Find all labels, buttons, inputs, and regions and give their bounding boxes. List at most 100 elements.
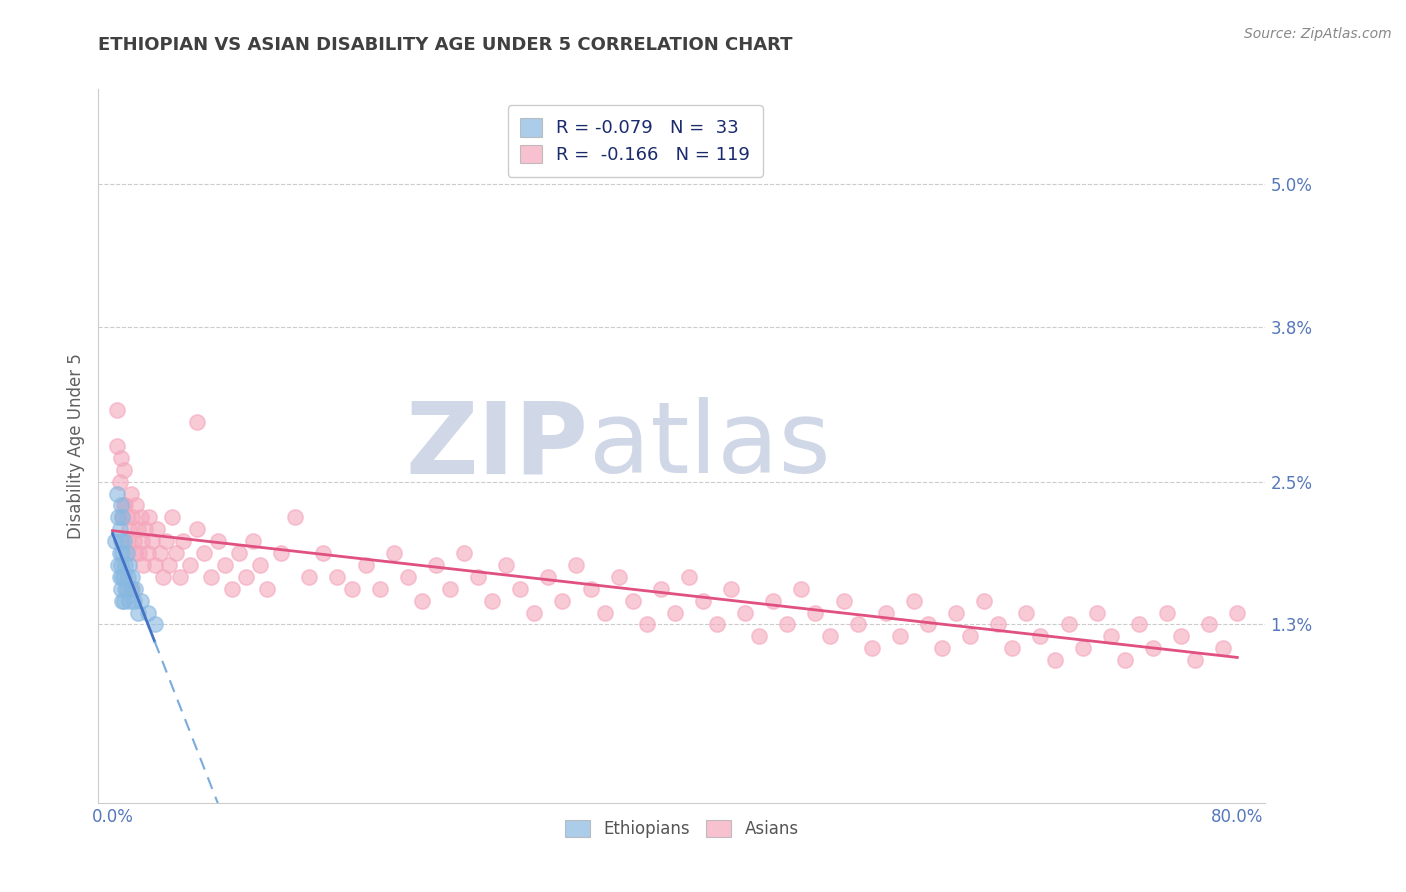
Point: [523, 606, 546, 620]
Y-axis label: Disability Age Under 5: Disability Age Under 5: [66, 353, 84, 539]
Point: [121, 582, 143, 596]
Point: [621, 593, 644, 607]
Point: [193, 546, 215, 560]
Point: [453, 546, 475, 560]
Point: [122, 593, 145, 607]
Point: [115, 582, 138, 596]
Point: [129, 593, 152, 607]
Point: [382, 546, 405, 560]
Point: [124, 582, 146, 596]
Point: [734, 606, 756, 620]
Point: [129, 510, 152, 524]
Point: [120, 486, 142, 500]
Point: [115, 510, 138, 524]
Point: [903, 593, 925, 607]
Point: [107, 558, 129, 572]
Point: [1057, 617, 1080, 632]
Point: [678, 570, 700, 584]
Point: [117, 534, 139, 549]
Point: [1043, 653, 1066, 667]
Text: ZIP: ZIP: [406, 398, 589, 494]
Point: [114, 558, 136, 572]
Point: [136, 546, 159, 560]
Point: [127, 522, 149, 536]
Point: [1142, 641, 1164, 656]
Point: [118, 593, 141, 607]
Point: [111, 546, 134, 560]
Point: [112, 570, 135, 584]
Point: [155, 534, 177, 549]
Point: [1099, 629, 1122, 643]
Point: [354, 558, 377, 572]
Point: [149, 546, 172, 560]
Point: [481, 593, 503, 607]
Point: [110, 450, 132, 465]
Point: [720, 582, 742, 596]
Point: [959, 629, 981, 643]
Point: [120, 582, 142, 596]
Point: [111, 570, 134, 584]
Point: [200, 570, 222, 584]
Point: [132, 558, 155, 572]
Point: [118, 558, 141, 572]
Point: [186, 522, 208, 536]
Text: Source: ZipAtlas.com: Source: ZipAtlas.com: [1244, 27, 1392, 41]
Point: [105, 403, 128, 417]
Point: [121, 570, 143, 584]
Point: [987, 617, 1010, 632]
Point: [186, 415, 208, 429]
Point: [1128, 617, 1150, 632]
Point: [1170, 629, 1192, 643]
Point: [121, 510, 143, 524]
Point: [160, 510, 183, 524]
Point: [112, 534, 135, 549]
Point: [636, 617, 658, 632]
Point: [136, 606, 159, 620]
Point: [284, 510, 307, 524]
Point: [593, 606, 616, 620]
Point: [931, 641, 953, 656]
Point: [875, 606, 897, 620]
Point: [1198, 617, 1220, 632]
Point: [889, 629, 911, 643]
Point: [104, 534, 127, 549]
Point: [110, 534, 132, 549]
Point: [207, 534, 229, 549]
Point: [242, 534, 264, 549]
Point: [270, 546, 292, 560]
Point: [143, 558, 166, 572]
Point: [1226, 606, 1249, 620]
Point: [105, 439, 128, 453]
Point: [425, 558, 447, 572]
Point: [122, 534, 145, 549]
Point: [804, 606, 827, 620]
Point: [579, 582, 602, 596]
Point: [105, 486, 128, 500]
Point: [467, 570, 489, 584]
Point: [1015, 606, 1038, 620]
Point: [111, 593, 134, 607]
Point: [115, 546, 138, 560]
Point: [179, 558, 201, 572]
Point: [312, 546, 335, 560]
Point: [110, 558, 132, 572]
Point: [141, 534, 163, 549]
Point: [551, 593, 574, 607]
Point: [118, 522, 141, 536]
Point: [114, 499, 136, 513]
Point: [650, 582, 672, 596]
Point: [396, 570, 419, 584]
Point: [169, 570, 191, 584]
Point: [1184, 653, 1206, 667]
Point: [124, 546, 146, 560]
Point: [111, 510, 134, 524]
Point: [565, 558, 588, 572]
Point: [411, 593, 433, 607]
Point: [108, 546, 131, 560]
Point: [157, 558, 180, 572]
Point: [125, 499, 148, 513]
Point: [172, 534, 194, 549]
Legend: Ethiopians, Asians: Ethiopians, Asians: [558, 813, 806, 845]
Point: [131, 534, 153, 549]
Point: [973, 593, 995, 607]
